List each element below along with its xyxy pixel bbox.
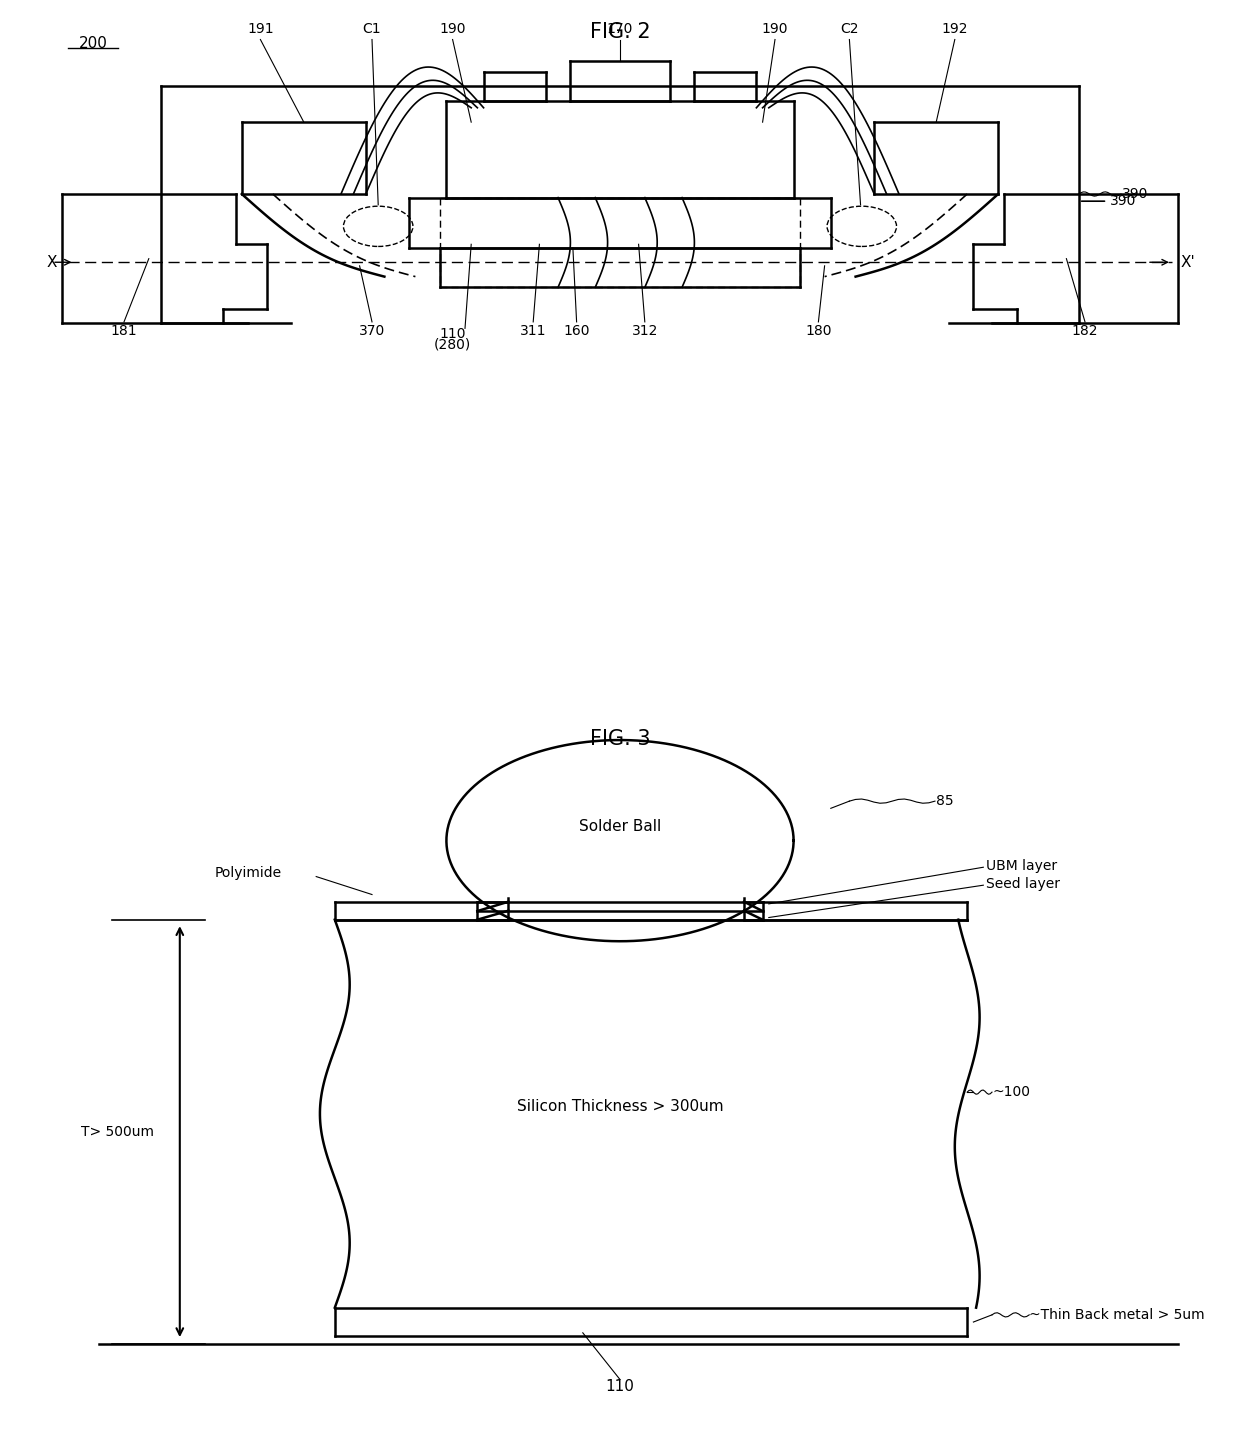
Text: Solder Ball: Solder Ball [579,819,661,833]
Text: FIG. 2: FIG. 2 [590,22,650,42]
Text: 191: 191 [247,22,274,36]
Text: T> 500um: T> 500um [82,1125,154,1138]
Text: 170: 170 [606,22,634,36]
Text: 312: 312 [631,323,658,338]
Text: 390: 390 [1110,194,1136,208]
Text: FIG. 3: FIG. 3 [590,730,650,749]
Text: 85: 85 [936,795,954,808]
Text: 370: 370 [358,323,386,338]
Text: X: X [47,254,57,270]
Text: X': X' [1180,254,1195,270]
Text: 311: 311 [520,323,547,338]
Text: 200: 200 [78,36,108,50]
Text: C1: C1 [362,22,382,36]
Text: (280): (280) [434,338,471,352]
Text: 110: 110 [439,328,466,341]
Text: 192: 192 [941,22,968,36]
Text: 190: 190 [761,22,789,36]
Text: Silicon Thickness > 300um: Silicon Thickness > 300um [517,1099,723,1114]
Text: 180: 180 [805,323,832,338]
Text: 160: 160 [563,323,590,338]
Text: C2: C2 [841,22,858,36]
Text: 182: 182 [1071,323,1099,338]
Text: 181: 181 [110,323,138,338]
Text: 190: 190 [439,22,466,36]
Text: 110: 110 [605,1380,635,1394]
Text: ~100: ~100 [992,1085,1030,1099]
Text: Polyimide: Polyimide [215,867,281,879]
Text: 390: 390 [1122,187,1148,201]
Text: ~Thin Back metal > 5um: ~Thin Back metal > 5um [1029,1308,1205,1322]
Text: Seed layer: Seed layer [986,877,1060,891]
Text: UBM layer: UBM layer [986,859,1056,872]
